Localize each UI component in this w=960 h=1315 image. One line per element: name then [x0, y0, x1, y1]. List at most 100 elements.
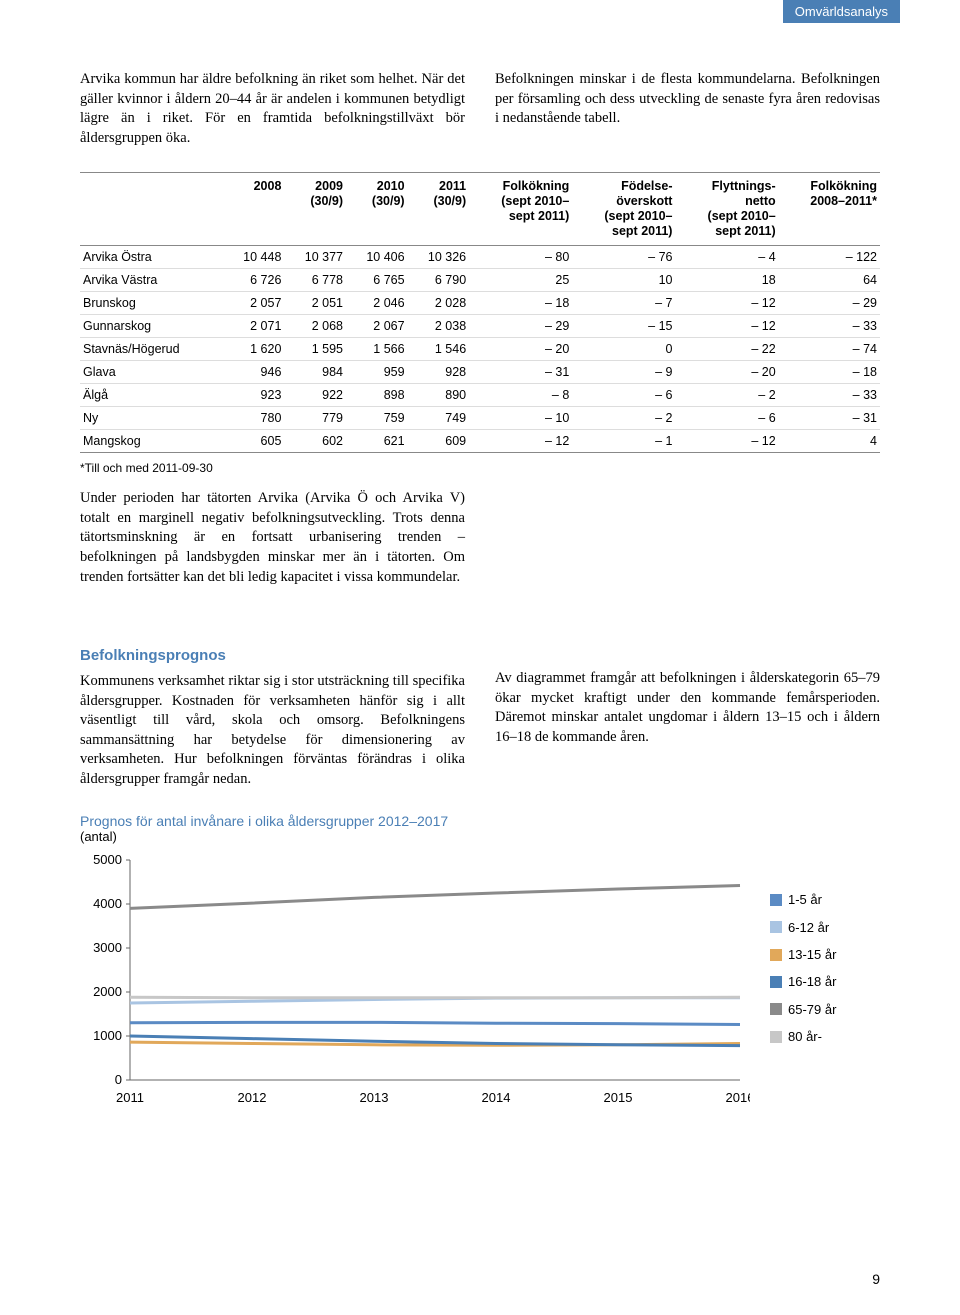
table-cell: 6 790	[408, 269, 470, 292]
table-cell: – 12	[469, 430, 572, 453]
legend-swatch	[770, 921, 782, 933]
table-cell: – 33	[779, 384, 880, 407]
table-cell: 890	[408, 384, 470, 407]
table-cell: Glava	[80, 361, 223, 384]
table-cell: 10 448	[223, 246, 285, 269]
table-row: Arvika Västra6 7266 7786 7656 7902510186…	[80, 269, 880, 292]
header-tab: Omvärldsanalys	[783, 0, 900, 23]
table-footnote: *Till och med 2011-09-30	[80, 461, 880, 475]
table-cell: – 18	[469, 292, 572, 315]
table-cell: 898	[346, 384, 408, 407]
table-cell: Ny	[80, 407, 223, 430]
legend-swatch	[770, 894, 782, 906]
legend-label: 1-5 år	[788, 886, 822, 913]
table-cell: 2 067	[346, 315, 408, 338]
table-cell: 959	[346, 361, 408, 384]
table-header: Folkökning(sept 2010–sept 2011)	[469, 173, 572, 246]
table-cell: 1 546	[408, 338, 470, 361]
table-cell: 10 326	[408, 246, 470, 269]
table-header	[80, 173, 223, 246]
table-cell: – 31	[779, 407, 880, 430]
table-cell: 18	[675, 269, 778, 292]
legend-item: 16-18 år	[770, 968, 880, 995]
table-header: Flyttnings-netto(sept 2010–sept 2011)	[675, 173, 778, 246]
line-chart: 0100020003000400050002011201220132014201…	[80, 850, 750, 1110]
para2-wrap: Under perioden har tätorten Arvika (Arvi…	[80, 489, 880, 587]
table-row: Stavnäs/Högerud1 6201 5951 5661 546– 200…	[80, 338, 880, 361]
table-row: Brunskog2 0572 0512 0462 028– 18– 7– 12–…	[80, 292, 880, 315]
table-cell: 2 068	[284, 315, 346, 338]
table-cell: 609	[408, 430, 470, 453]
table-cell: 0	[572, 338, 675, 361]
table-cell: 780	[223, 407, 285, 430]
table-cell: 10 406	[346, 246, 408, 269]
table-cell: – 29	[469, 315, 572, 338]
svg-text:3000: 3000	[93, 940, 122, 955]
table-cell: 779	[284, 407, 346, 430]
table-cell: 984	[284, 361, 346, 384]
table-cell: 25	[469, 269, 572, 292]
intro-left: Arvika kommun har äldre befolkning än ri…	[80, 70, 465, 148]
svg-text:2013: 2013	[360, 1090, 389, 1105]
table-cell: 922	[284, 384, 346, 407]
intro-columns: Arvika kommun har äldre befolkning än ri…	[80, 70, 880, 148]
table-cell: – 22	[675, 338, 778, 361]
svg-text:2000: 2000	[93, 984, 122, 999]
table-header: Födelse-överskott(sept 2010–sept 2011)	[572, 173, 675, 246]
table-header: 2008	[223, 173, 285, 246]
legend-label: 6-12 år	[788, 914, 829, 941]
table-cell: – 1	[572, 430, 675, 453]
table-cell: 2 071	[223, 315, 285, 338]
legend-item: 6-12 år	[770, 914, 880, 941]
svg-text:2015: 2015	[604, 1090, 633, 1105]
page-content: Arvika kommun har äldre befolkning än ri…	[0, 0, 960, 1115]
legend-swatch	[770, 949, 782, 961]
svg-text:2014: 2014	[482, 1090, 511, 1105]
legend-label: 80 år-	[788, 1023, 822, 1050]
para2: Under perioden har tätorten Arvika (Arvi…	[80, 489, 465, 587]
table-row: Ny780779759749– 10– 2– 6– 31	[80, 407, 880, 430]
legend-item: 80 år-	[770, 1023, 880, 1050]
legend-label: 16-18 år	[788, 968, 836, 995]
legend-label: 13-15 år	[788, 941, 836, 968]
section2-left: Kommunens verksamhet riktar sig i stor u…	[80, 672, 465, 789]
table-cell: 64	[779, 269, 880, 292]
table-cell: 6 778	[284, 269, 346, 292]
table-cell: 1 595	[284, 338, 346, 361]
table-cell: – 10	[469, 407, 572, 430]
table-cell: – 2	[675, 384, 778, 407]
table-header: Folkökning2008–2011*	[779, 173, 880, 246]
table-cell: Arvika Östra	[80, 246, 223, 269]
legend-swatch	[770, 976, 782, 988]
table-row: Mangskog605602621609– 12– 1– 124	[80, 430, 880, 453]
table-header: 2011(30/9)	[408, 173, 470, 246]
legend-label: 65-79 år	[788, 996, 836, 1023]
legend-item: 1-5 år	[770, 886, 880, 913]
table-cell: 2 046	[346, 292, 408, 315]
table-cell: 946	[223, 361, 285, 384]
table-cell: – 20	[469, 338, 572, 361]
table-cell: Arvika Västra	[80, 269, 223, 292]
table-cell: – 12	[675, 315, 778, 338]
svg-text:2012: 2012	[238, 1090, 267, 1105]
table-row: Gunnarskog2 0712 0682 0672 038– 29– 15– …	[80, 315, 880, 338]
table-cell: Mangskog	[80, 430, 223, 453]
table-cell: – 122	[779, 246, 880, 269]
table-cell: – 2	[572, 407, 675, 430]
table-cell: Gunnarskog	[80, 315, 223, 338]
table-cell: Älgå	[80, 384, 223, 407]
prognos-section: Befolkningsprognos Kommunens verksamhet …	[80, 647, 880, 1115]
table-cell: 1 620	[223, 338, 285, 361]
table-cell: – 8	[469, 384, 572, 407]
table-cell: – 76	[572, 246, 675, 269]
table-row: Arvika Östra10 44810 37710 40610 326– 80…	[80, 246, 880, 269]
table-cell: – 4	[675, 246, 778, 269]
table-cell: 4	[779, 430, 880, 453]
section-heading: Befolkningsprognos	[80, 647, 465, 664]
legend-item: 13-15 år	[770, 941, 880, 968]
table-cell: 10	[572, 269, 675, 292]
chart-title: Prognos för antal invånare i olika ålder…	[80, 813, 880, 829]
table-cell: – 12	[675, 292, 778, 315]
table-cell: – 80	[469, 246, 572, 269]
table-cell: 6 726	[223, 269, 285, 292]
